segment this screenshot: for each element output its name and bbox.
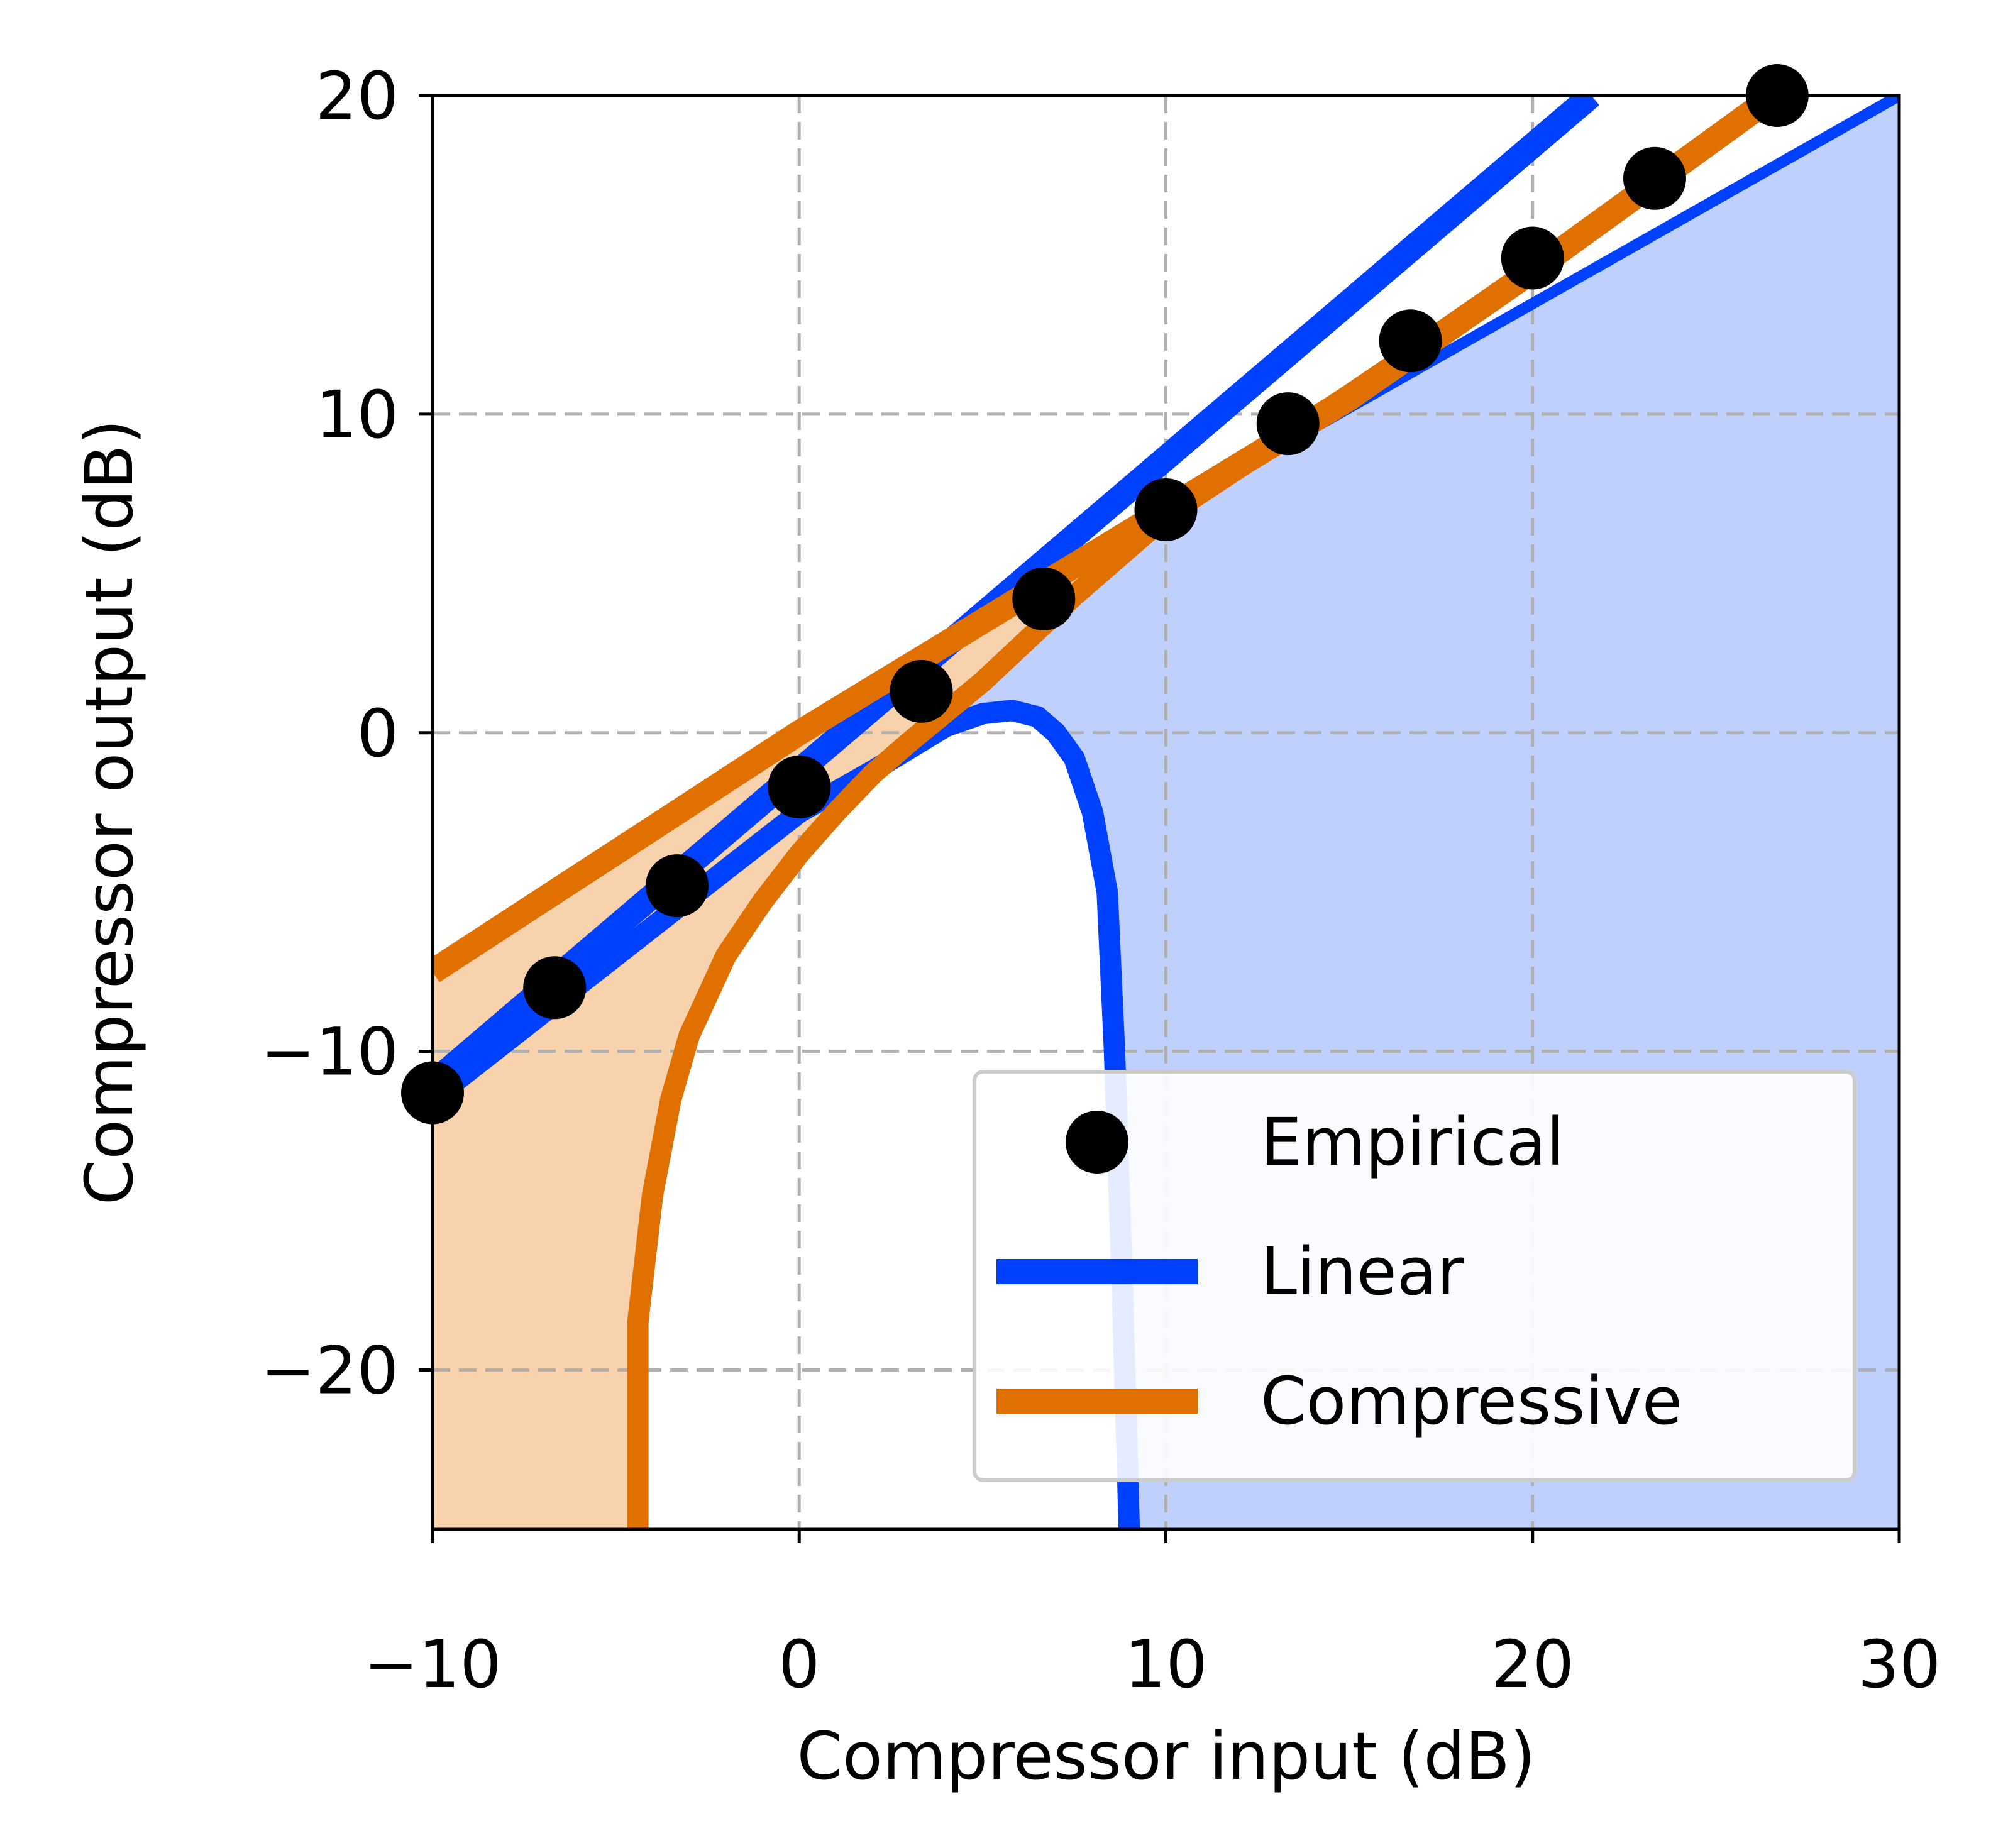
legend-box [973,1070,1856,1482]
legend-compressive-label: Compressive [1261,1363,1682,1439]
legend-linear-label: Linear [1261,1233,1464,1310]
x-axis-label: Compressor input (dB) [797,1718,1536,1795]
y-tick-label-1: −10 [261,1014,399,1091]
y-tick-label-3: 10 [316,377,399,453]
empirical-point-2 [646,854,709,918]
empirical-point-7 [1256,392,1320,456]
compressive-band [433,96,1775,1529]
legend: Empirical Linear Compressive [973,1070,1856,1482]
x-tick-label-1: 0 [778,1626,820,1703]
empirical-point-5 [1012,567,1076,630]
y-tick-label-0: −20 [261,1333,399,1409]
x-tick-label-4: 30 [1858,1626,1941,1703]
legend-empirical-marker [1066,1111,1128,1174]
empirical-point-3 [768,755,831,818]
y-tick-label-4: 20 [316,58,399,135]
empirical-point-6 [1134,478,1198,541]
y-axis-label: Compressor output (dB) [71,419,148,1205]
y-tick-label-2: 0 [357,695,399,772]
empirical-point-8 [1379,309,1442,373]
x-tick-label-2: 10 [1124,1626,1207,1703]
ticks-layer: −10 0 10 20 30 −20 −10 0 10 20 [261,58,1941,1703]
empirical-point-4 [890,659,953,723]
legend-empirical-label: Empirical [1261,1104,1564,1180]
x-tick-label-3: 20 [1491,1626,1574,1703]
empirical-point-1 [523,956,587,1020]
x-tick-label-0: −10 [363,1626,501,1703]
empirical-point-10 [1623,146,1686,210]
empirical-point-9 [1501,226,1564,290]
